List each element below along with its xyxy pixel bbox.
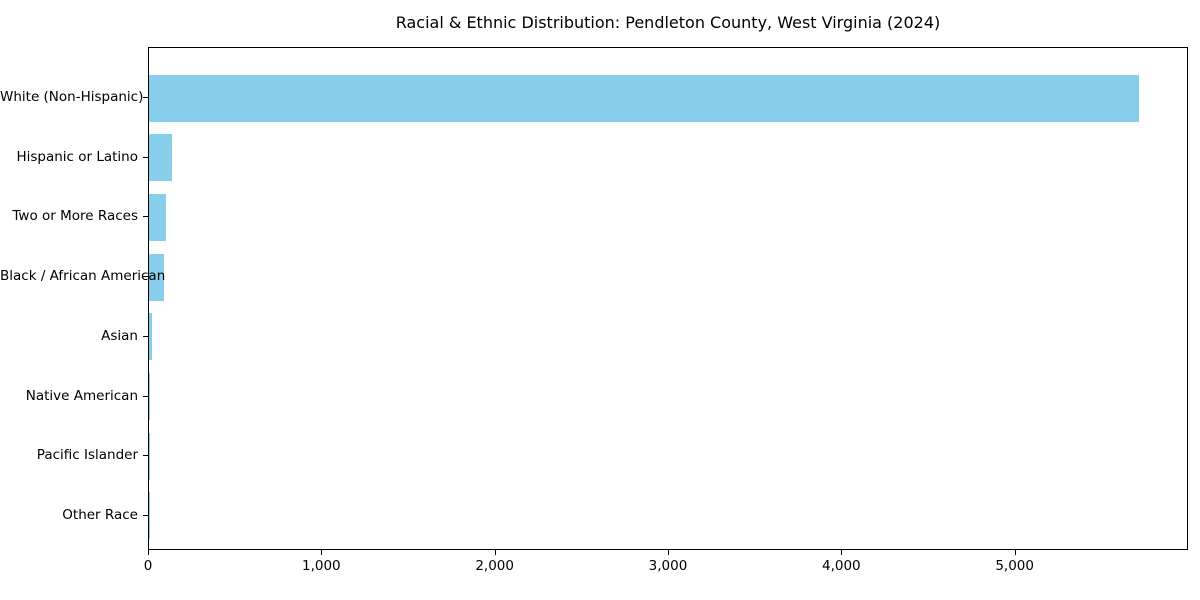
y-tick-mark: [143, 156, 148, 158]
y-tick-mark: [143, 455, 148, 457]
y-tick-label: Other Race: [62, 506, 138, 523]
y-tick-label: Pacific Islander: [36, 447, 138, 464]
y-tick-mark: [143, 216, 148, 218]
bar: [149, 193, 167, 241]
y-tick-label: White (Non-Hispanic): [0, 89, 144, 105]
x-tick-mark: [841, 550, 843, 555]
bar: [149, 373, 150, 420]
x-tick-label: 2,000: [475, 558, 514, 574]
bar: [149, 313, 153, 361]
x-tick-mark: [321, 550, 323, 555]
x-tick-mark: [668, 550, 669, 555]
bar: [149, 134, 173, 182]
plot-area: [148, 47, 1188, 550]
bar: [149, 74, 1139, 122]
y-tick-label: Black / African American: [0, 268, 166, 285]
x-tick-label: 5,000: [995, 558, 1034, 574]
y-tick-mark: [143, 276, 148, 278]
bar: [149, 253, 164, 301]
x-tick-label: 1,000: [302, 558, 341, 574]
x-tick-label: 4,000: [822, 558, 861, 574]
x-tick-mark: [494, 550, 496, 555]
y-tick-mark: [143, 97, 148, 98]
y-tick-mark: [143, 335, 148, 337]
x-tick-label: 0: [143, 558, 153, 574]
y-tick-mark: [143, 395, 148, 397]
x-tick-mark: [148, 550, 149, 555]
y-tick-label: Asian: [101, 327, 138, 344]
chart-title: Racial & Ethnic Distribution: Pendleton …: [395, 13, 941, 32]
x-tick-mark: [1014, 550, 1016, 555]
y-tick-label: Hispanic or Latino: [16, 148, 138, 165]
y-tick-label: Two or More Races: [12, 208, 138, 225]
y-tick-label: Native American: [25, 387, 138, 404]
x-tick-label: 3,000: [648, 558, 688, 574]
y-tick-mark: [143, 514, 148, 516]
